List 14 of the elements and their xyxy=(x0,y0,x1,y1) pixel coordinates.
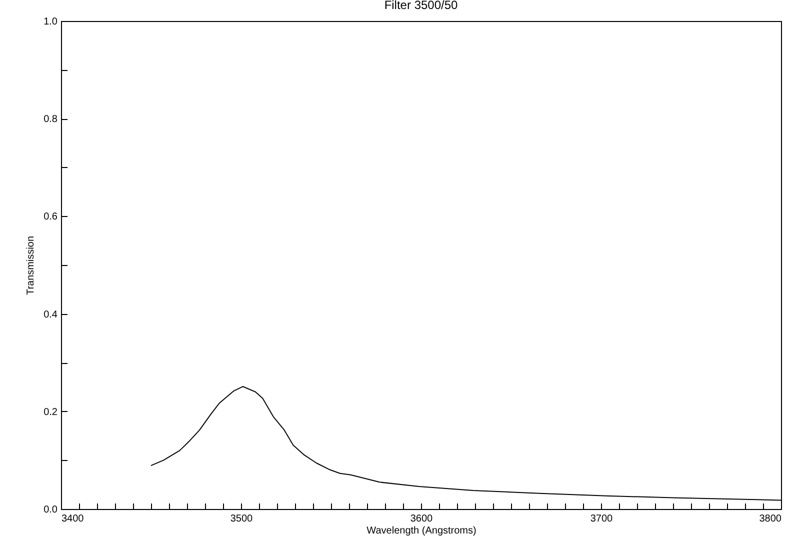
y-tick-label: 0.8 xyxy=(44,114,58,126)
x-tick-label: 3800 xyxy=(759,514,782,524)
x-tick-label: 3400 xyxy=(62,514,84,524)
chart-title: Filter 3500/50 xyxy=(384,0,458,12)
y-tick-label: 0.2 xyxy=(44,406,58,418)
y-axis-title: Transmission xyxy=(26,236,37,296)
x-tick-label: 3600 xyxy=(410,514,434,524)
x-tick-label: 3500 xyxy=(230,514,254,524)
x-axis-title: Wavelength (Angstroms) xyxy=(366,526,476,536)
y-tick-label: 0.4 xyxy=(44,309,58,320)
y-tick-label: 0.6 xyxy=(44,212,58,223)
y-tick-label: 0.0 xyxy=(44,504,58,516)
y-tick-label: 1.0 xyxy=(44,16,58,28)
x-tick-label: 3700 xyxy=(590,514,614,524)
